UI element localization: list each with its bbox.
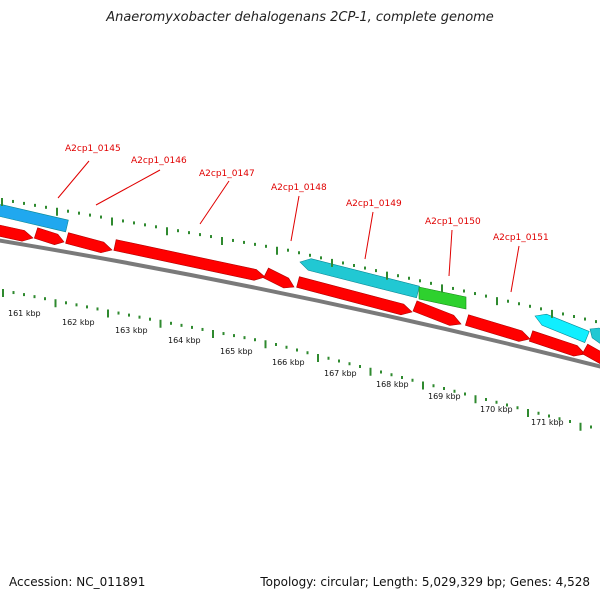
gene-callout-line: [448, 229, 453, 277]
gene-callout-line: [199, 180, 230, 225]
ruler-label: 162 kbp: [62, 318, 95, 327]
forward-gene-arrow: [296, 276, 413, 316]
genome-summary: Topology: circular; Length: 5,029,329 bp…: [260, 575, 590, 589]
ruler-label: 168 kbp: [376, 380, 409, 389]
ruler-label: 169 kbp: [428, 392, 461, 401]
gene-label: A2cp1_0146: [131, 156, 187, 166]
gene-callout-line: [290, 195, 300, 242]
gene-label: A2cp1_0148: [271, 183, 327, 193]
forward-gene-arrow: [113, 239, 266, 281]
reverse-gene-0145: [0, 204, 69, 233]
gene-label: A2cp1_0149: [346, 199, 402, 209]
ruler-label: 167 kbp: [324, 369, 357, 378]
reverse-gene-0152: [534, 313, 590, 343]
ruler-label: 165 kbp: [220, 347, 253, 356]
ruler-label: 164 kbp: [168, 336, 201, 345]
accession-label: Accession: NC_011891: [9, 575, 146, 589]
reverse-gene-0153: [589, 327, 600, 344]
ruler-label: 166 kbp: [272, 358, 305, 367]
forward-gene-arrow: [465, 314, 531, 342]
gene-label: A2cp1_0145: [65, 144, 121, 154]
forward-gene-arrow: [581, 343, 600, 364]
forward-gene-arrow: [263, 267, 295, 289]
forward-gene-arrow: [0, 224, 34, 242]
forward-gene-arrow: [65, 232, 113, 254]
ruler-label: 171 kbp: [531, 418, 564, 427]
forward-gene-arrow: [412, 300, 462, 326]
forward-gene-arrow: [528, 330, 586, 357]
genome-backbone: [0, 238, 600, 369]
gene-callout-line: [510, 245, 520, 293]
ruler-label: 163 kbp: [115, 326, 148, 335]
green-gene-0150: [418, 286, 467, 310]
gene-callout-line: [57, 160, 90, 199]
genome-title: Anaeromyxobacter dehalogenans 2CP-1, com…: [106, 10, 494, 25]
gene-label: A2cp1_0151: [493, 233, 549, 243]
gene-label: A2cp1_0150: [425, 217, 481, 227]
reverse-gene-0149: [299, 258, 420, 299]
gene-callout-line: [364, 211, 374, 260]
gene-label: A2cp1_0147: [199, 169, 255, 179]
ruler-label: 170 kbp: [480, 405, 513, 414]
gene-callout-line: [95, 169, 161, 206]
ruler-label: 161 kbp: [8, 309, 41, 318]
forward-gene-arrow: [33, 227, 65, 246]
